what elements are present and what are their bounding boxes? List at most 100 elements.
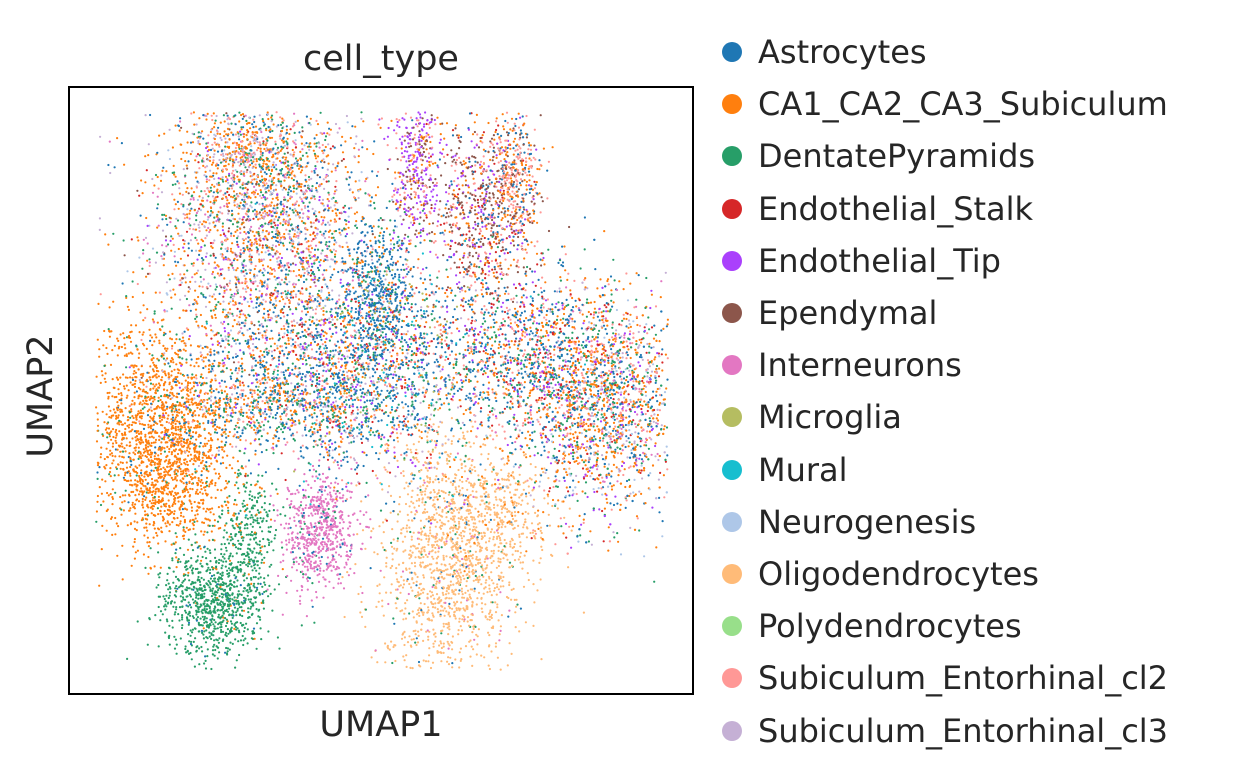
scatter-point bbox=[165, 170, 168, 173]
scatter-point bbox=[261, 165, 265, 168]
scatter-point bbox=[229, 620, 233, 623]
scatter-point bbox=[281, 167, 284, 171]
scatter-point bbox=[237, 235, 240, 238]
scatter-point bbox=[274, 140, 277, 143]
scatter-point bbox=[131, 437, 134, 440]
scatter-point bbox=[262, 316, 265, 319]
scatter-point bbox=[218, 292, 221, 295]
scatter-point bbox=[161, 480, 164, 483]
scatter-point bbox=[151, 493, 154, 497]
scatter-point bbox=[257, 146, 260, 150]
scatter-point bbox=[324, 254, 327, 258]
scatter-point bbox=[173, 512, 176, 516]
scatter-point bbox=[191, 488, 194, 491]
scatter-point bbox=[301, 154, 304, 157]
scatter-point bbox=[114, 430, 117, 434]
scatter-point bbox=[353, 212, 356, 215]
scatter-point bbox=[196, 302, 199, 305]
scatter-point bbox=[236, 307, 239, 310]
scatter-point bbox=[255, 157, 258, 161]
scatter-point bbox=[210, 462, 213, 465]
scatter-point bbox=[354, 334, 357, 337]
scatter-point bbox=[258, 163, 261, 166]
scatter-point bbox=[346, 245, 349, 248]
scatter-point bbox=[308, 145, 311, 148]
scatter-point bbox=[374, 194, 377, 197]
scatter-point bbox=[274, 152, 277, 155]
scatter-point bbox=[214, 134, 217, 137]
scatter-point bbox=[274, 278, 277, 281]
scatter-point bbox=[174, 124, 177, 127]
scatter-point bbox=[204, 268, 207, 271]
scatter-point bbox=[231, 172, 234, 175]
scatter-point bbox=[128, 430, 131, 433]
scatter-point bbox=[179, 514, 183, 517]
scatter-point bbox=[210, 175, 213, 178]
scatter-point bbox=[213, 414, 216, 417]
scatter-point bbox=[152, 387, 155, 390]
scatter-point bbox=[134, 449, 137, 452]
scatter-point bbox=[263, 350, 266, 353]
scatter-point bbox=[134, 470, 138, 473]
scatter-point bbox=[324, 283, 327, 286]
scatter-point bbox=[170, 453, 173, 456]
scatter-point bbox=[206, 112, 209, 115]
scatter-point bbox=[300, 198, 303, 201]
scatter-point bbox=[193, 409, 196, 413]
scatter-point bbox=[105, 346, 108, 350]
scatter-point bbox=[389, 239, 392, 242]
scatter-point bbox=[128, 452, 131, 455]
scatter-point bbox=[140, 460, 143, 463]
scatter-point bbox=[146, 487, 149, 490]
scatter-point bbox=[200, 292, 203, 295]
scatter-point bbox=[346, 309, 349, 312]
scatter-point bbox=[151, 247, 155, 250]
scatter-point bbox=[208, 485, 211, 488]
scatter-point bbox=[176, 368, 179, 371]
scatter-point bbox=[112, 408, 115, 411]
scatter-point bbox=[157, 375, 160, 378]
scatter-point bbox=[108, 330, 111, 333]
scatter-point bbox=[298, 215, 301, 218]
scatter-point bbox=[133, 447, 136, 450]
scatter-point bbox=[289, 308, 292, 311]
scatter-point bbox=[223, 291, 226, 294]
scatter-point bbox=[146, 224, 149, 227]
scatter-point bbox=[192, 111, 195, 114]
scatter-point bbox=[138, 331, 141, 334]
scatter-point bbox=[172, 361, 175, 364]
scatter-point bbox=[257, 232, 260, 235]
scatter-point bbox=[307, 185, 310, 188]
scatter-point bbox=[256, 149, 259, 152]
scatter-point bbox=[242, 266, 245, 269]
scatter-point bbox=[152, 361, 155, 364]
scatter-point bbox=[310, 170, 313, 173]
scatter-point bbox=[296, 247, 299, 250]
scatter-point bbox=[314, 244, 318, 247]
scatter-point bbox=[176, 200, 179, 203]
scatter-point bbox=[286, 137, 289, 140]
scatter-point bbox=[298, 274, 301, 277]
scatter-point bbox=[143, 402, 146, 405]
scatter-point bbox=[297, 344, 300, 347]
scatter-point bbox=[239, 438, 242, 442]
scatter-point bbox=[174, 407, 177, 410]
scatter-point bbox=[193, 448, 196, 451]
scatter-point bbox=[169, 337, 172, 340]
scatter-point bbox=[260, 294, 263, 297]
scatter-point bbox=[301, 148, 304, 151]
scatter-point bbox=[317, 269, 321, 272]
scatter-point bbox=[248, 218, 251, 221]
scatter-point bbox=[276, 206, 279, 209]
scatter-point bbox=[221, 337, 224, 340]
scatter-point bbox=[150, 469, 153, 472]
scatter-point bbox=[216, 488, 219, 491]
scatter-point bbox=[301, 321, 304, 324]
scatter-point bbox=[205, 180, 208, 183]
scatter-point bbox=[275, 239, 278, 242]
scatter-point bbox=[216, 188, 219, 191]
scatter-point bbox=[131, 376, 134, 379]
scatter-point bbox=[152, 536, 155, 539]
scatter-point bbox=[173, 517, 176, 520]
scatter-point bbox=[233, 194, 236, 197]
